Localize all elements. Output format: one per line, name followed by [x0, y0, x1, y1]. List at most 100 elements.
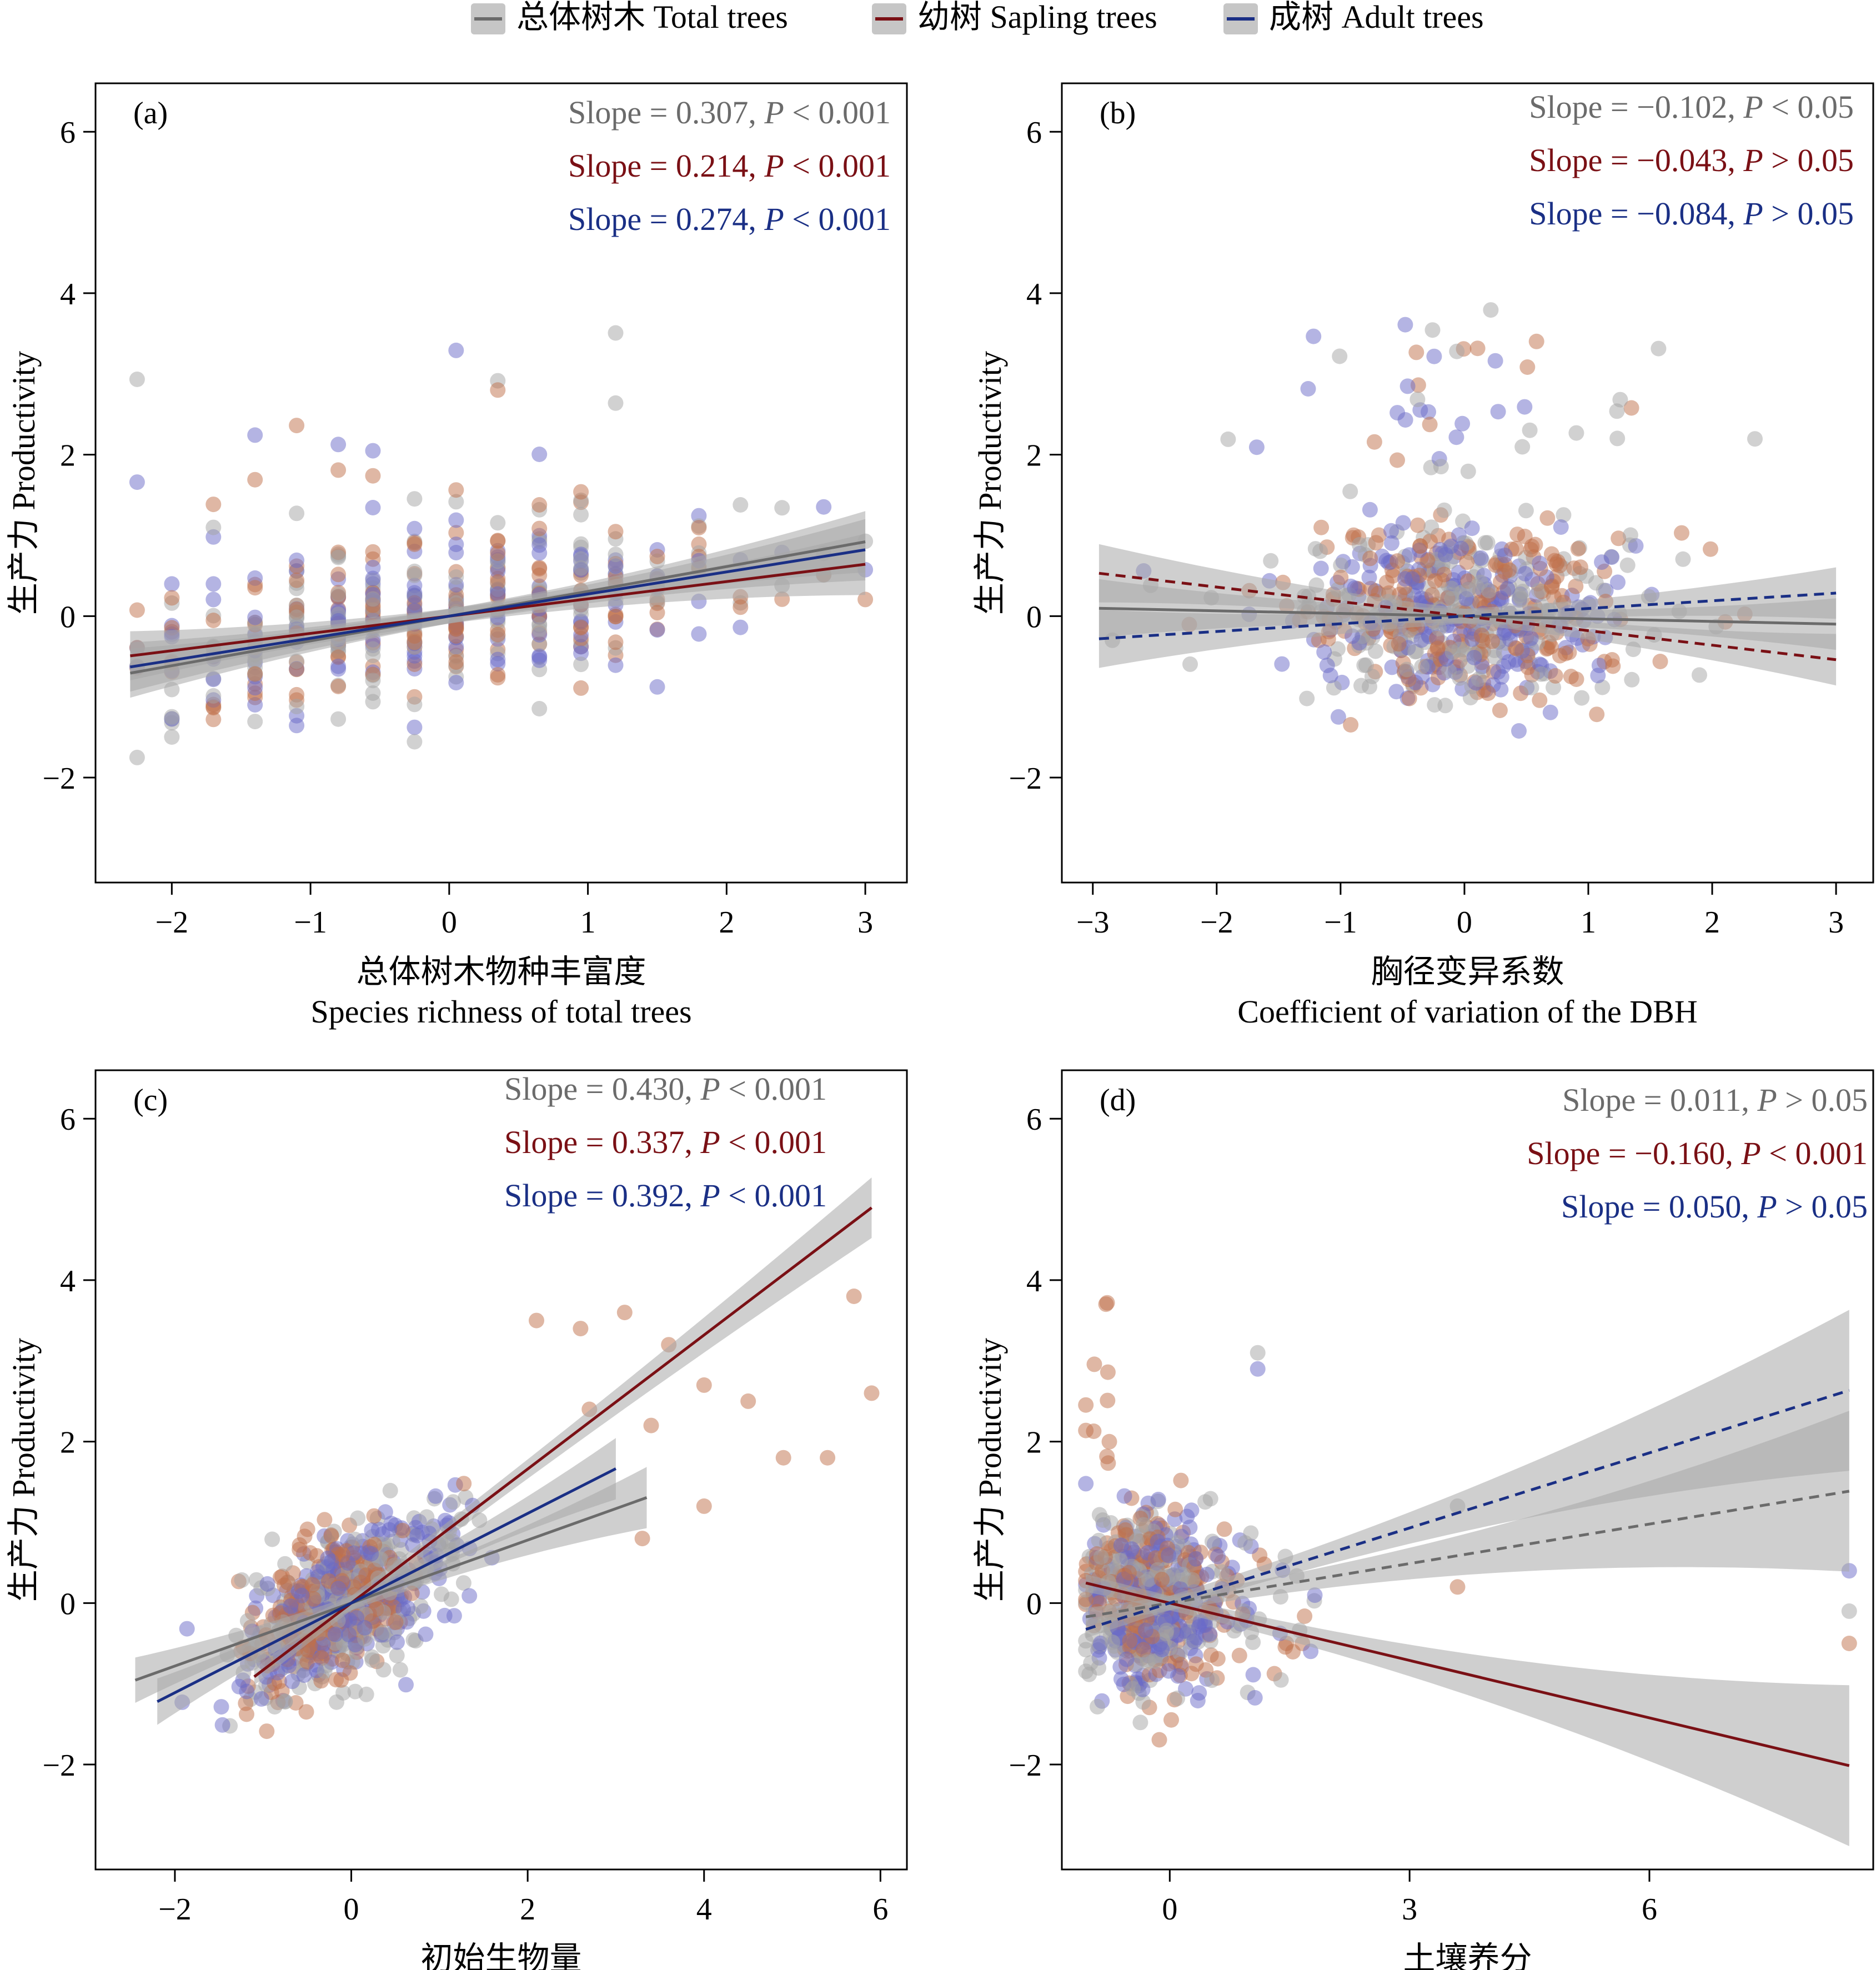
data-point [1407, 644, 1423, 660]
slope-text: Slope = −0.043, [1529, 142, 1743, 178]
y-tick-label: 0 [1026, 600, 1042, 634]
data-point [448, 595, 464, 611]
data-point [1437, 547, 1453, 563]
data-point [1158, 1622, 1175, 1638]
panel-label-b: (b) [1100, 96, 1136, 131]
data-point [1514, 439, 1531, 455]
data-point [298, 1704, 314, 1720]
slope-text: Slope = 0.392, [504, 1177, 700, 1214]
x-tick-label: 0 [442, 905, 457, 940]
panel-b: −3 −2 −1 0 1 2 3 −2 0 2 4 6 胸径变异系数 Coefficient of var… [972, 82, 1874, 1030]
fit-line-adult [157, 1467, 617, 1703]
data-point [1589, 706, 1605, 723]
data-point [330, 549, 347, 565]
data-point [1210, 1548, 1226, 1565]
data-point [691, 626, 707, 642]
slope-annotation-sapling: Slope = 0.337, P < 0.001 [504, 1124, 827, 1160]
x-axis-title-cn: 总体树木物种丰富度 [356, 954, 646, 990]
data-point [1167, 1501, 1183, 1517]
data-point [1197, 1494, 1213, 1510]
slope-text: Slope = 0.274, [568, 201, 764, 237]
data-point [1383, 535, 1400, 551]
data-point [1533, 666, 1549, 682]
data-point [1091, 1532, 1107, 1548]
data-point [1299, 690, 1315, 706]
data-point [1444, 590, 1460, 606]
fits-d [1085, 1310, 1850, 1846]
data-point [405, 1632, 422, 1648]
data-point [205, 711, 222, 728]
data-point [1391, 636, 1407, 652]
data-point [573, 680, 589, 696]
data-point [1568, 578, 1584, 594]
data-point [573, 645, 589, 661]
slope-annotation-adult: Slope = −0.084, P > 0.05 [1529, 196, 1854, 232]
data-point [696, 1498, 712, 1514]
slope-text: Slope = 0.430, [504, 1071, 700, 1107]
data-point [1116, 1488, 1132, 1504]
data-point [1496, 625, 1512, 641]
slope-text: Slope = −0.084, [1529, 196, 1743, 232]
data-point [1122, 1633, 1138, 1649]
data-point [305, 1591, 322, 1607]
y-tick-label: 4 [1026, 1264, 1042, 1299]
x-tick-label: 3 [1402, 1892, 1417, 1927]
slope-text: Slope = −0.102, [1529, 89, 1743, 125]
x-axis-title-en: Coefficient of variation of the DBH [1237, 994, 1697, 1030]
y-tick-label: 2 [1026, 1426, 1042, 1460]
data-point [1492, 703, 1508, 718]
data-point [445, 1494, 461, 1510]
data-point [490, 626, 506, 643]
data-point [247, 714, 263, 730]
data-point [259, 1723, 275, 1740]
data-point [1517, 399, 1533, 415]
fit-line-total [1085, 1490, 1850, 1618]
data-point [407, 696, 423, 713]
data-point [1204, 1672, 1220, 1688]
data-point [365, 570, 381, 587]
y-tick-label: 0 [1026, 1587, 1042, 1621]
data-point [846, 1289, 862, 1304]
p-symbol: P [700, 1071, 720, 1107]
data-point [214, 1717, 230, 1733]
data-point [413, 1598, 429, 1614]
fits-a [129, 511, 866, 698]
data-point [1307, 541, 1323, 557]
data-point [1449, 1579, 1466, 1595]
data-point [1344, 559, 1360, 575]
y-tick-label: −2 [1009, 1748, 1042, 1783]
data-point [129, 372, 145, 387]
data-point [330, 462, 347, 478]
data-point [1594, 554, 1610, 570]
data-point [1121, 1565, 1137, 1581]
data-point [531, 701, 548, 716]
data-point [1572, 559, 1588, 575]
x-axis-title-en: Species richness of total trees [310, 994, 691, 1030]
y-tick-label: −2 [42, 761, 76, 796]
data-point [320, 1550, 336, 1566]
data-point [816, 499, 832, 515]
data-point [365, 591, 381, 607]
data-point [1112, 1553, 1128, 1569]
data-point [448, 494, 464, 510]
data-point [1216, 1521, 1232, 1537]
data-point [1368, 535, 1384, 551]
data-point [1343, 717, 1359, 733]
p-value: < 0.001 [720, 1124, 827, 1160]
data-point [1395, 515, 1411, 531]
data-point [1086, 1423, 1102, 1439]
data-point [1263, 553, 1279, 569]
data-point [1511, 588, 1527, 604]
data-point [1692, 667, 1707, 683]
data-point [164, 576, 180, 592]
data-point [462, 1588, 478, 1604]
x-tick-label: −2 [158, 1892, 192, 1927]
y-tick-label: 4 [60, 277, 76, 312]
data-point [1548, 556, 1564, 572]
data-point [1161, 1547, 1177, 1563]
data-point [1460, 463, 1476, 479]
data-point [573, 620, 589, 636]
data-point [820, 1450, 836, 1466]
data-point [357, 1631, 373, 1647]
data-point [1362, 550, 1378, 567]
